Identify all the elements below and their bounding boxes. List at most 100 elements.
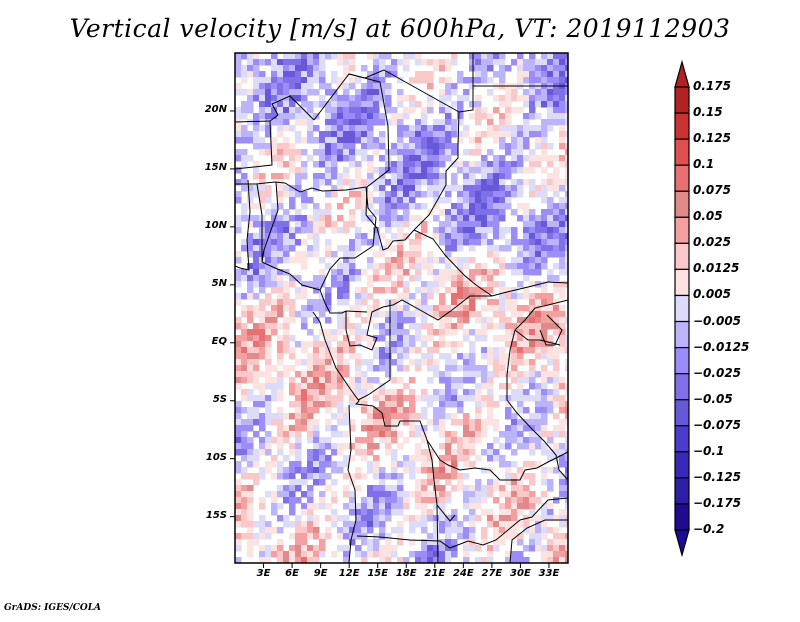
field-cell bbox=[421, 281, 428, 288]
field-cell bbox=[445, 275, 452, 282]
field-cell bbox=[535, 161, 542, 168]
field-cell bbox=[349, 245, 356, 252]
field-cell bbox=[337, 365, 344, 372]
field-cell bbox=[511, 257, 518, 264]
field-cell bbox=[499, 323, 506, 330]
field-cell bbox=[343, 419, 350, 426]
field-cell bbox=[415, 323, 422, 330]
field-cell bbox=[505, 371, 512, 378]
field-cell bbox=[409, 191, 416, 198]
field-cell bbox=[565, 545, 568, 552]
field-cell bbox=[523, 503, 530, 510]
field-cell bbox=[427, 377, 434, 384]
field-cell bbox=[349, 143, 356, 150]
border-line bbox=[319, 289, 347, 314]
field-cell bbox=[247, 509, 254, 516]
field-cell bbox=[517, 329, 524, 336]
field-cell bbox=[241, 113, 248, 120]
field-cell bbox=[505, 245, 512, 252]
field-cell bbox=[343, 137, 350, 144]
field-cell bbox=[271, 155, 278, 162]
field-cell bbox=[313, 215, 320, 222]
field-cell bbox=[403, 455, 410, 462]
field-cell bbox=[559, 65, 566, 72]
field-cell bbox=[445, 95, 452, 102]
field-cell bbox=[373, 431, 380, 438]
field-cell bbox=[469, 359, 476, 366]
field-cell bbox=[493, 131, 500, 138]
field-cell bbox=[529, 431, 536, 438]
field-cell bbox=[277, 461, 284, 468]
field-cell bbox=[469, 239, 476, 246]
field-cell bbox=[421, 161, 428, 168]
field-cell bbox=[529, 539, 536, 546]
field-cell bbox=[325, 377, 332, 384]
field-cell bbox=[307, 551, 314, 558]
field-cell bbox=[277, 341, 284, 348]
field-cell bbox=[235, 431, 242, 438]
field-cell bbox=[253, 263, 260, 270]
field-cell bbox=[265, 281, 272, 288]
field-cell bbox=[559, 221, 566, 228]
field-cell bbox=[415, 299, 422, 306]
field-cell bbox=[469, 503, 476, 510]
field-cell bbox=[307, 341, 314, 348]
field-cell bbox=[475, 71, 482, 78]
field-cell bbox=[325, 425, 332, 432]
field-cell bbox=[295, 227, 302, 234]
field-cell bbox=[559, 443, 566, 450]
field-cell bbox=[343, 155, 350, 162]
field-cell bbox=[475, 425, 482, 432]
field-cell bbox=[451, 245, 458, 252]
field-cell bbox=[469, 437, 476, 444]
field-cell bbox=[247, 119, 254, 126]
field-cell bbox=[427, 359, 434, 366]
field-cell bbox=[517, 203, 524, 210]
field-cell bbox=[523, 317, 530, 324]
field-cell bbox=[469, 353, 476, 360]
field-cell bbox=[313, 335, 320, 342]
field-cell bbox=[343, 365, 350, 372]
field-cell bbox=[337, 413, 344, 420]
field-cell bbox=[523, 293, 530, 300]
field-cell bbox=[265, 413, 272, 420]
field-cell bbox=[469, 533, 476, 540]
field-cell bbox=[415, 365, 422, 372]
field-cell bbox=[481, 491, 488, 498]
field-cell bbox=[541, 227, 548, 234]
field-cell bbox=[277, 101, 284, 108]
field-cell bbox=[337, 383, 344, 390]
field-cell bbox=[445, 113, 452, 120]
field-cell bbox=[457, 527, 464, 534]
field-cell bbox=[283, 341, 290, 348]
field-cell bbox=[451, 53, 458, 60]
field-cell bbox=[499, 503, 506, 510]
field-cell bbox=[331, 173, 338, 180]
field-cell bbox=[289, 317, 296, 324]
field-cell bbox=[301, 377, 308, 384]
field-cell bbox=[529, 515, 536, 522]
field-cell bbox=[367, 137, 374, 144]
field-cell bbox=[535, 395, 542, 402]
field-cell bbox=[259, 305, 266, 312]
field-cell bbox=[487, 275, 494, 282]
field-cell bbox=[373, 71, 380, 78]
field-cell bbox=[415, 455, 422, 462]
field-cell bbox=[463, 353, 470, 360]
field-cell bbox=[457, 269, 464, 276]
field-cell bbox=[565, 53, 568, 60]
field-cell bbox=[547, 275, 554, 282]
field-cell bbox=[253, 161, 260, 168]
field-cell bbox=[307, 473, 314, 480]
field-cell bbox=[499, 59, 506, 66]
field-cell bbox=[355, 509, 362, 516]
field-cell bbox=[421, 395, 428, 402]
field-cell bbox=[271, 527, 278, 534]
field-cell bbox=[481, 365, 488, 372]
field-cell bbox=[427, 101, 434, 108]
field-cell bbox=[517, 179, 524, 186]
field-cell bbox=[295, 389, 302, 396]
field-cell bbox=[499, 155, 506, 162]
field-cell bbox=[493, 191, 500, 198]
field-cell bbox=[367, 263, 374, 270]
